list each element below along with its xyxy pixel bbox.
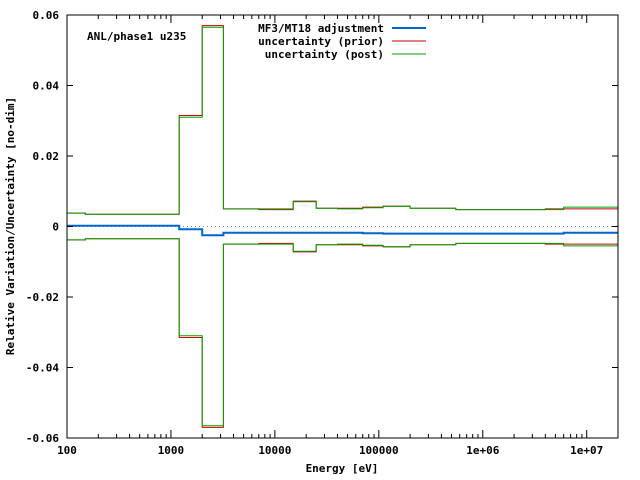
legend-label-uncertainty-post: uncertainty (post) xyxy=(265,48,384,61)
series-uncertainty-post-upper xyxy=(67,26,618,215)
plot-layer xyxy=(67,25,618,428)
x-tick-label: 1e+06 xyxy=(466,444,499,457)
series-uncertainty-prior-lower xyxy=(67,238,618,428)
ticks-layer: -0.06 -0.04 -0.02 0 0.02 0.04 0.06 100 1000 10000… xyxy=(26,9,619,457)
legend-label-mf3-mt18-adjustment: MF3/MT18 adjustment xyxy=(258,22,384,35)
x-tick-label: 100 xyxy=(57,444,77,457)
legend-label-uncertainty-prior: uncertainty (prior) xyxy=(258,35,384,48)
series-uncertainty-post-lower xyxy=(67,238,618,427)
series-mf3-mt18-adjustment xyxy=(67,224,618,237)
y-axis-label: Relative Variation/Uncertainty [no-dim] xyxy=(4,97,17,355)
y-tick-label: 0.02 xyxy=(33,150,60,163)
y-tick-label: -0.02 xyxy=(26,291,59,304)
y-tick-label: 0.04 xyxy=(33,80,60,93)
x-tick-label: 100000 xyxy=(359,444,399,457)
y-tick-label: -0.06 xyxy=(26,432,59,445)
y-tick-label: -0.04 xyxy=(26,362,59,375)
x-tick-label: 1000 xyxy=(158,444,185,457)
annotation-label: ANL/phase1 u235 xyxy=(87,30,186,43)
x-tick-label: 10000 xyxy=(258,444,291,457)
y-tick-label: 0 xyxy=(52,221,59,234)
x-tick-label: 1e+07 xyxy=(570,444,603,457)
y-tick-label: 0.06 xyxy=(33,9,60,22)
x-axis-label: Energy [eV] xyxy=(306,462,379,475)
